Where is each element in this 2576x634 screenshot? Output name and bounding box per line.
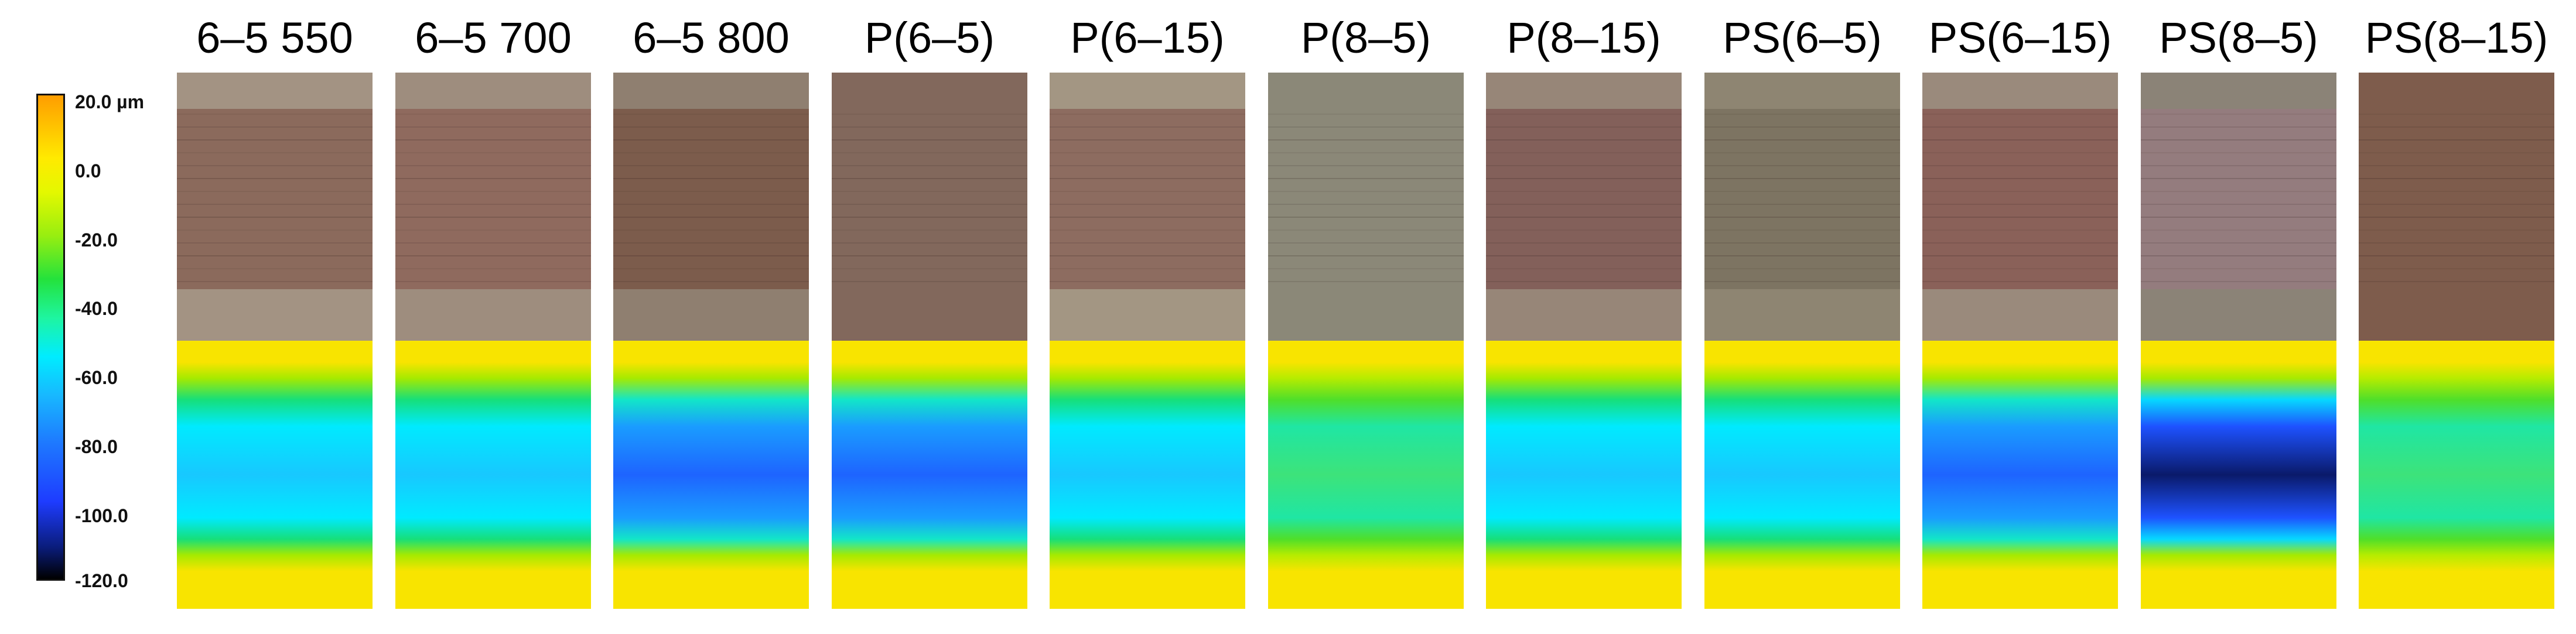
depth-map-image [2141,341,2336,609]
sample-panel: 6–5 700 [395,16,591,609]
sample-panel: PS(8–5) [2141,16,2336,609]
colorbar-tick-label: -80.0 [75,436,118,457]
sample-title: P(8–15) [1506,13,1661,62]
sample-title: P(6–15) [1070,13,1225,62]
depth-map-image [613,341,809,609]
sample-panel: PS(8–15) [2359,16,2554,609]
sample-panel: P(6–5) [832,16,1027,609]
sample-title: PS(8–15) [2365,13,2548,62]
depth-map-image [177,341,373,609]
colorbar-tick-label: -100.0 [75,505,128,526]
sample-panel: PS(6–15) [1922,16,2118,609]
micrograph-image [2359,73,2554,341]
depth-map-image [1050,341,1245,609]
colorbar-tick-label: -120.0 [75,570,128,591]
depth-map-image [1922,341,2118,609]
micrograph-image [613,73,809,341]
depth-map-image [1704,341,1900,609]
colorbar-tick-label: -60.0 [75,367,118,388]
sample-panel: P(8–15) [1486,16,1682,609]
depth-colorbar [36,94,65,581]
micrograph-image [832,73,1027,341]
depth-map-image [832,341,1027,609]
colorbar-tick-label: -40.0 [75,298,118,319]
depth-map-image [1268,341,1464,609]
depth-map-image [2359,341,2554,609]
sample-title: PS(6–15) [1928,13,2112,62]
sample-title: PS(6–5) [1723,13,1882,62]
depth-map-image [395,341,591,609]
micrograph-image [2141,73,2336,341]
depth-map-image [1486,341,1682,609]
micrograph-image [395,73,591,341]
micrograph-image [1486,73,1682,341]
micrograph-image [1922,73,2118,341]
sample-title: 6–5 700 [415,13,572,62]
colorbar-tick-label: 0.0 [75,160,101,181]
sample-title: P(8–5) [1300,13,1432,62]
sample-title: P(6–5) [864,13,995,62]
micrograph-image [1268,73,1464,341]
sample-panel: P(6–15) [1050,16,1245,609]
sample-panel: PS(6–5) [1704,16,1900,609]
sample-title: 6–5 800 [633,13,790,62]
colorbar-tick-label: -20.0 [75,229,118,251]
micrograph-image [177,73,373,341]
sample-panel: P(8–5) [1268,16,1464,609]
micrograph-image [1704,73,1900,341]
colorbar-tick-label: 20.0 µm [75,91,145,112]
micrograph-image [1050,73,1245,341]
sample-title: 6–5 550 [196,13,353,62]
sample-panel: 6–5 550 [177,16,373,609]
sample-panel: 6–5 800 [613,16,809,609]
sample-title: PS(8–5) [2159,13,2318,62]
